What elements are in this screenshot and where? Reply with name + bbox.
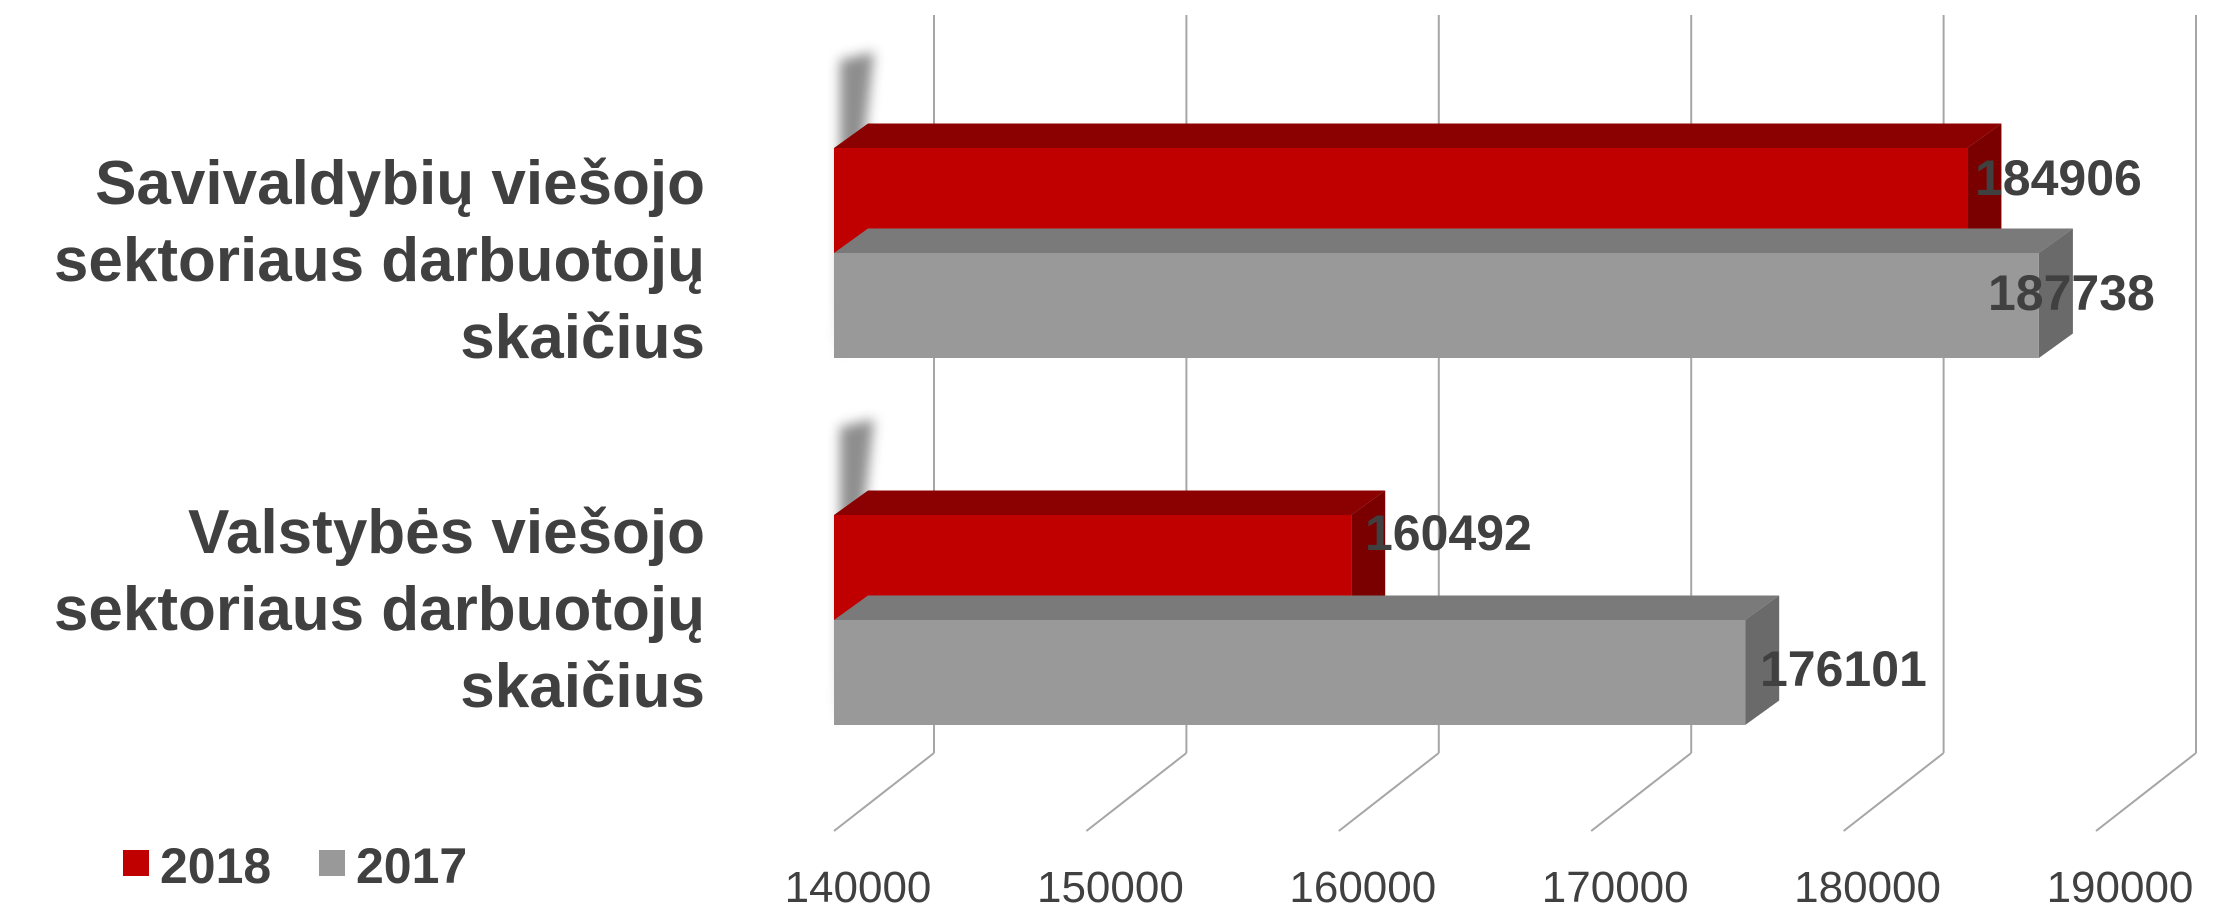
category-label-line: Savivaldybių viešojo	[95, 149, 705, 218]
bar-top-face	[834, 595, 1780, 620]
legend-swatch	[319, 850, 345, 876]
legend-swatch	[123, 850, 149, 876]
bar-2017-cat-1	[834, 595, 1780, 725]
legend-item-2017: 2017	[319, 838, 467, 894]
category-label-line: sektoriaus darbuotojų	[54, 575, 705, 644]
x-tick-label: 160000	[1289, 863, 1436, 905]
bar-side-face	[1967, 123, 2002, 254]
bar-top-face	[834, 490, 1386, 515]
bar-side-face	[2038, 228, 2073, 358]
bar-front-face	[834, 620, 1746, 725]
bar-2017-cat-0	[834, 228, 2073, 358]
bar-side-face	[1745, 595, 1780, 725]
category-label-1: Valstybės viešojo sektoriaus darbuotojų sk…	[54, 498, 705, 721]
bars	[834, 123, 2073, 725]
x-tick-label: 180000	[1794, 863, 1941, 905]
bar-top-face	[834, 228, 2073, 253]
bar-side-face	[1351, 490, 1386, 620]
bar-top-face	[834, 123, 2002, 148]
data-label-2017-cat-1: 176101	[1760, 641, 1927, 697]
legend-label: 2017	[356, 838, 467, 894]
x-tick-label: 140000	[785, 863, 932, 905]
legend-label: 2018	[160, 838, 271, 894]
category-label-line: skaičius	[460, 303, 705, 372]
category-label-line: Valstybės viešojo	[188, 498, 705, 567]
gridline	[2095, 15, 2197, 832]
x-tick-label: 190000	[2047, 863, 2194, 905]
category-label-0: Savivaldybių viešojo sektoriaus darbuotoj…	[54, 149, 705, 372]
category-labels: Savivaldybių viešojo sektoriaus darbuotoj…	[54, 149, 705, 721]
legend-item-2018: 2018	[123, 838, 271, 894]
category-label-line: skaičius	[460, 652, 705, 721]
category-label-line: sektoriaus darbuotojų	[54, 226, 705, 295]
data-labels: 184906 160492 187738 176101	[1365, 150, 2155, 697]
x-axis-ticks: 140000 150000 160000 170000 180000 190000	[785, 863, 2194, 905]
legend: 2018 2017	[123, 838, 467, 894]
data-label-2017-cat-0: 187738	[1988, 265, 2155, 321]
x-tick-label: 170000	[1542, 863, 1689, 905]
bar-front-face	[834, 253, 2039, 358]
x-tick-label: 150000	[1037, 863, 1184, 905]
data-label-2018-cat-1: 160492	[1365, 505, 1532, 561]
data-label-2018-cat-0: 184906	[1975, 150, 2142, 206]
